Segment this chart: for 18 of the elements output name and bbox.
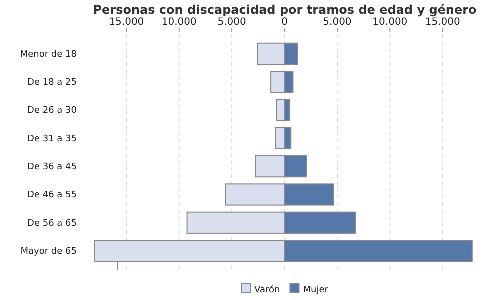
y-tick-label: De 36 a 45: [28, 162, 77, 172]
x-tick-label: 15.000: [425, 17, 460, 28]
chart-title: Personas con discapacidad por tramos de edad y género: [93, 3, 477, 17]
legend-label: Varón: [254, 284, 280, 296]
y-tick-label: Mayor de 65: [20, 246, 77, 257]
x-tick-label: 10.000: [162, 17, 197, 28]
y-tick-label: De 31 a 35: [28, 134, 77, 144]
y-tick-label: De 26 a 30: [28, 106, 78, 116]
legend-label: Mujer: [303, 286, 329, 296]
x-tick-label: 0: [282, 17, 288, 28]
x-tick-label: 10.000: [372, 17, 408, 28]
y-tick-label: Menor de 18: [20, 50, 78, 60]
x-tick-label: 15.000: [109, 17, 144, 28]
x-tick-label: 5.000: [323, 17, 352, 28]
x-tick-label: 5.000: [218, 17, 246, 28]
y-tick-label: De 46 a 55: [28, 190, 77, 201]
y-tick-label: De 18 a 25: [28, 78, 77, 88]
y-tick-label: De 56 a 65: [28, 218, 77, 229]
